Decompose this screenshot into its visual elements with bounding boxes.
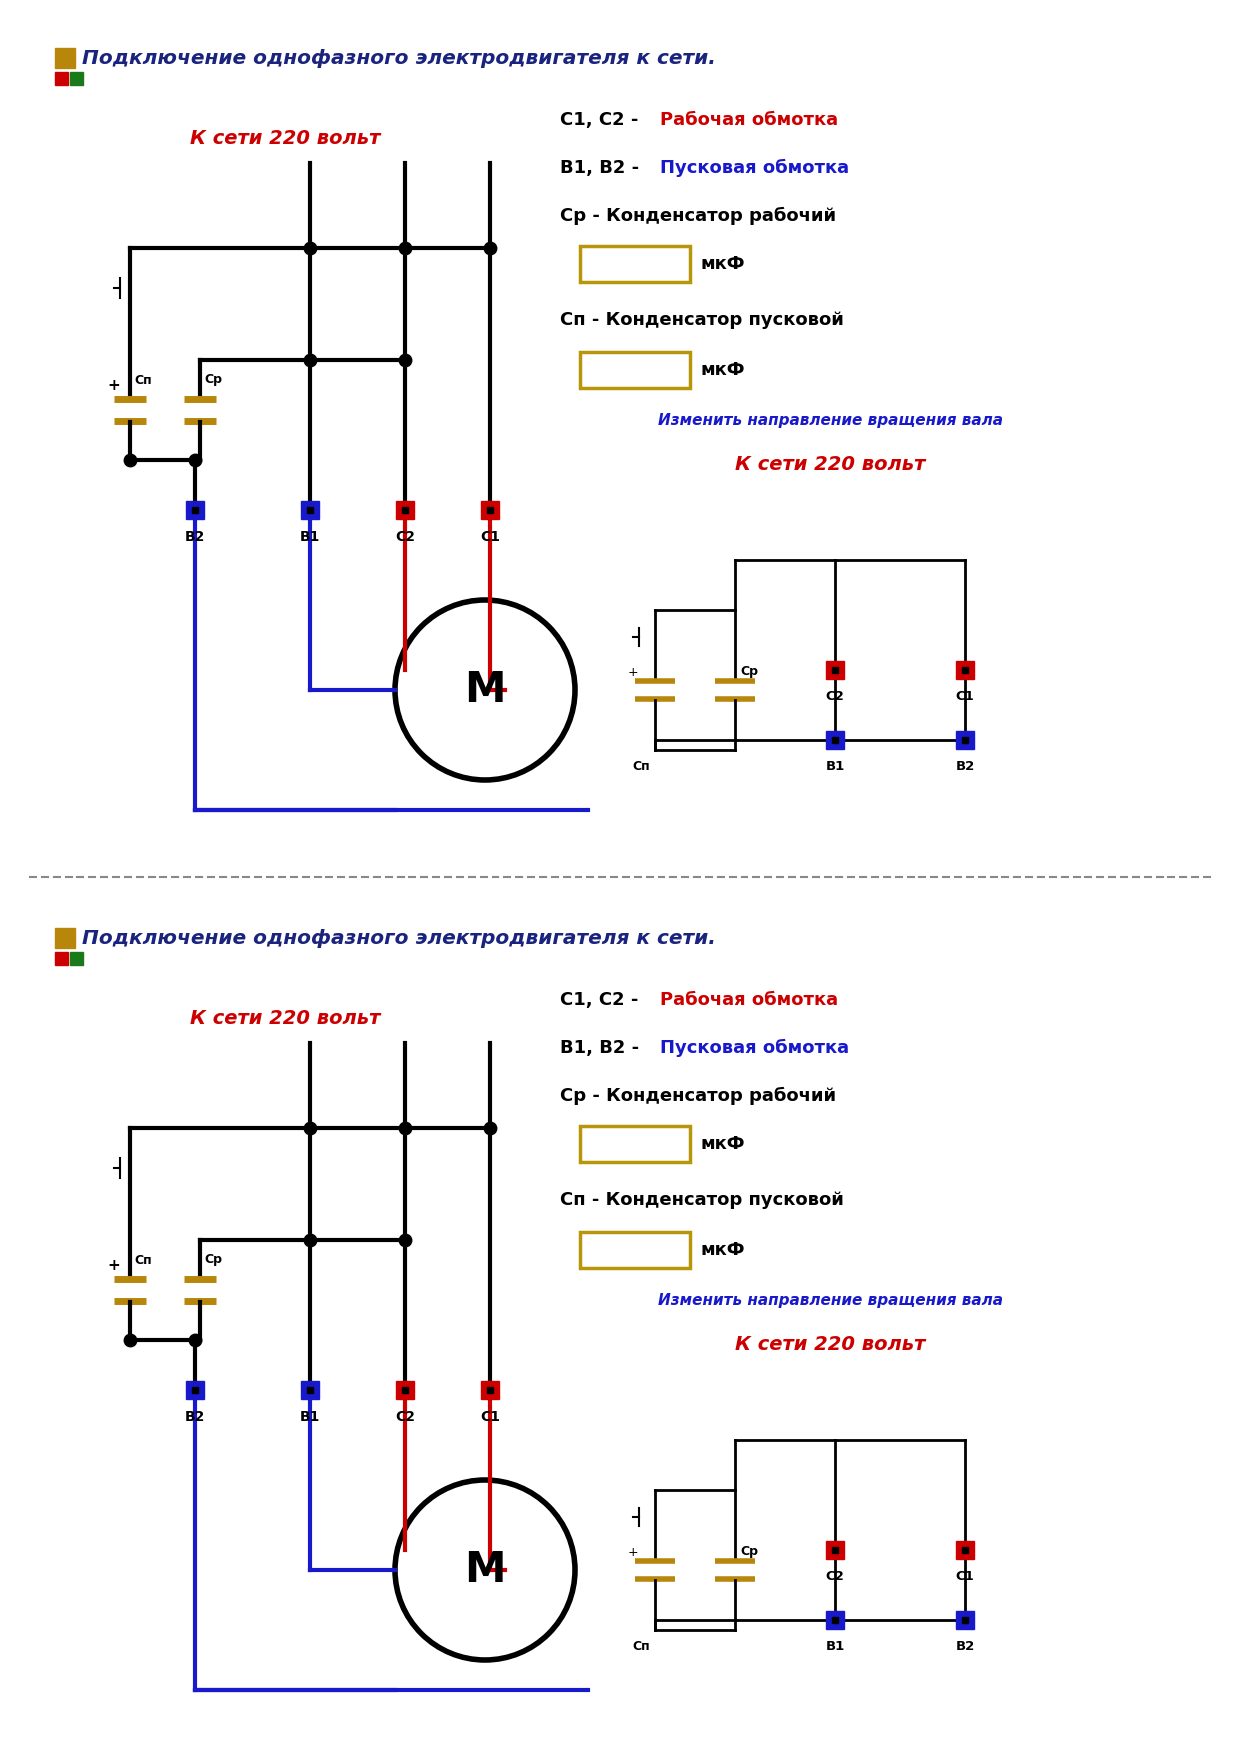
Bar: [826, 1542, 844, 1559]
Text: +: +: [627, 1545, 639, 1559]
Text: C2: C2: [396, 530, 415, 544]
Bar: [55, 952, 68, 965]
Bar: [826, 731, 844, 749]
Text: Изменить направление вращения вала: Изменить направление вращения вала: [657, 412, 1002, 428]
Text: B1: B1: [826, 759, 844, 774]
Text: C1, C2 -: C1, C2 -: [560, 991, 645, 1009]
Text: М: М: [464, 1549, 506, 1591]
Text: +: +: [108, 377, 120, 393]
Bar: [301, 1380, 319, 1400]
Bar: [396, 1380, 414, 1400]
Text: B2: B2: [955, 759, 975, 774]
Bar: [69, 952, 83, 965]
Text: B1: B1: [300, 530, 320, 544]
Text: Ср - Конденсатор рабочий: Ср - Конденсатор рабочий: [560, 207, 836, 225]
Text: B1: B1: [300, 1410, 320, 1424]
Text: Пусковая обмотка: Пусковая обмотка: [660, 1038, 849, 1058]
Text: Ср: Ср: [740, 1545, 758, 1559]
Text: К сети 220 вольт: К сети 220 вольт: [190, 1009, 381, 1028]
Text: C1: C1: [956, 1570, 975, 1584]
Text: C1: C1: [956, 689, 975, 703]
Bar: [186, 502, 205, 519]
Text: М: М: [464, 668, 506, 710]
Bar: [826, 661, 844, 679]
Text: Рабочая обмотка: Рабочая обмотка: [660, 111, 838, 130]
Text: B2: B2: [955, 1640, 975, 1652]
Text: К сети 220 вольт: К сети 220 вольт: [190, 128, 381, 147]
Text: Сп: Сп: [632, 1640, 650, 1652]
Bar: [55, 47, 74, 68]
Bar: [956, 1610, 973, 1629]
Bar: [301, 502, 319, 519]
Text: Сп - Конденсатор пусковой: Сп - Конденсатор пусковой: [560, 1191, 844, 1209]
Bar: [826, 1610, 844, 1629]
Text: Подключение однофазного электродвигателя к сети.: Подключение однофазного электродвигателя…: [82, 928, 715, 947]
Text: Сп - Конденсатор пусковой: Сп - Конденсатор пусковой: [560, 310, 844, 330]
Text: мкФ: мкФ: [701, 1242, 744, 1259]
Bar: [186, 1380, 205, 1400]
Text: Ср: Ср: [740, 665, 758, 679]
Bar: [69, 72, 83, 84]
Text: B1, B2 -: B1, B2 -: [560, 1038, 645, 1058]
Text: C2: C2: [826, 1570, 844, 1584]
Text: B2: B2: [185, 530, 205, 544]
Text: C2: C2: [826, 689, 844, 703]
Text: B2: B2: [185, 1410, 205, 1424]
Bar: [396, 502, 414, 519]
Bar: [55, 928, 74, 947]
Text: Подключение однофазного электродвигателя к сети.: Подключение однофазного электродвигателя…: [82, 49, 715, 67]
Text: Сп: Сп: [632, 759, 650, 774]
Text: Ср: Ср: [205, 1254, 222, 1266]
Text: C1: C1: [480, 530, 500, 544]
Text: C1: C1: [480, 1410, 500, 1424]
Bar: [55, 72, 68, 84]
Bar: [580, 246, 689, 282]
Text: B1, B2 -: B1, B2 -: [560, 160, 645, 177]
Bar: [481, 502, 498, 519]
Text: Изменить направление вращения вала: Изменить направление вращения вала: [657, 1293, 1002, 1307]
Bar: [956, 1542, 973, 1559]
Bar: [956, 731, 973, 749]
Text: Ср - Конденсатор рабочий: Ср - Конденсатор рабочий: [560, 1087, 836, 1105]
Bar: [956, 661, 973, 679]
Bar: [580, 353, 689, 388]
Text: мкФ: мкФ: [701, 254, 744, 274]
Bar: [580, 1126, 689, 1161]
Text: B1: B1: [826, 1640, 844, 1652]
Text: Рабочая обмотка: Рабочая обмотка: [660, 991, 838, 1009]
Text: +: +: [108, 1258, 120, 1272]
Text: мкФ: мкФ: [701, 1135, 744, 1152]
Text: К сети 220 вольт: К сети 220 вольт: [735, 1335, 925, 1354]
Text: К сети 220 вольт: К сети 220 вольт: [735, 454, 925, 474]
Text: C1, C2 -: C1, C2 -: [560, 111, 645, 130]
Bar: [580, 1231, 689, 1268]
Text: Сп: Сп: [134, 374, 151, 386]
Text: мкФ: мкФ: [701, 361, 744, 379]
Text: +: +: [627, 665, 639, 679]
Text: Ср: Ср: [205, 374, 222, 386]
Text: C2: C2: [396, 1410, 415, 1424]
Text: Сп: Сп: [134, 1254, 151, 1266]
Text: Пусковая обмотка: Пусковая обмотка: [660, 160, 849, 177]
Bar: [481, 1380, 498, 1400]
